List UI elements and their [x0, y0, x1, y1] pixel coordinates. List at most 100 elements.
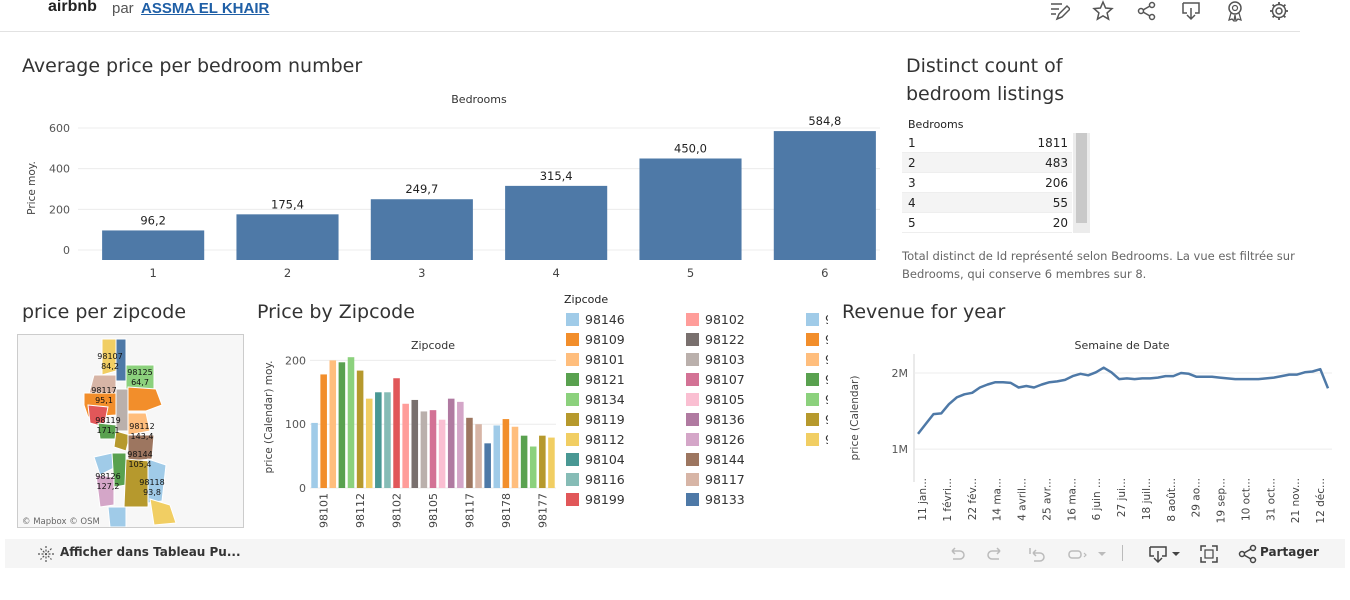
table-row[interactable]: 5 20 [902, 213, 1072, 233]
view-in-tableau-link[interactable]: Afficher dans Tableau Pu... [60, 545, 241, 559]
share-button[interactable]: Partager [1260, 545, 1319, 559]
legend-swatch [806, 413, 819, 426]
bar [511, 426, 519, 488]
download-icon[interactable] [1180, 0, 1202, 22]
legend-label: 9 [825, 432, 828, 447]
bar [466, 417, 473, 488]
x-tick-label: 98112 [354, 493, 367, 528]
share-icon[interactable] [1136, 0, 1158, 22]
y-tick-label: 200 [49, 203, 70, 216]
table-row[interactable]: 1 1811 [902, 133, 1072, 153]
chevron-down-icon[interactable] [1091, 543, 1113, 565]
legend-swatch [566, 333, 579, 346]
bar [457, 401, 464, 488]
y-tick-label: 2M [892, 367, 909, 380]
revenue-chart-title: Revenue for year [842, 301, 1006, 323]
legend-item[interactable]: 9 [804, 372, 828, 392]
map-zip-label: 98126 [95, 472, 120, 481]
row-value: 483 [1045, 156, 1068, 170]
map-zip-label: 98107 [97, 352, 122, 361]
chart-title: Bedrooms [451, 93, 507, 106]
legend-item[interactable]: 9 [804, 412, 828, 432]
footer-separator [1122, 545, 1123, 561]
legend-label: 98104 [585, 452, 625, 467]
legend-swatch [686, 413, 699, 426]
revenue-line-chart[interactable]: Semaine de Date price (Calendar) 1M 2M 11 ja… [840, 332, 1340, 542]
author-link[interactable]: ASSMA EL KHAIR [141, 0, 270, 17]
x-tick-label: 22 fév... [967, 478, 979, 520]
map-zip-label: 98144 [127, 450, 152, 459]
legend-swatch [686, 473, 699, 486]
count-title-line1: Distinct count of [906, 55, 1063, 77]
share-icon[interactable] [1237, 543, 1259, 565]
chart-title: Zipcode [411, 339, 455, 352]
bar [475, 424, 482, 488]
chevron-down-icon[interactable] [1165, 543, 1187, 565]
count-table-header: Bedrooms [908, 118, 964, 131]
star-icon[interactable] [1092, 0, 1114, 22]
count-table[interactable]: 1 1811 2 483 3 206 4 55 5 20 [902, 133, 1072, 233]
legend-swatch [806, 433, 819, 446]
row-key: 2 [908, 156, 916, 170]
legend-item[interactable]: 9 [804, 392, 828, 412]
legend-swatch [566, 373, 579, 386]
map-region [123, 458, 151, 508]
fullscreen-icon[interactable] [1198, 543, 1220, 565]
zipcode-map[interactable]: 98107 84,2 98125 64,7 98117 95,1 98119 171,1 981… [17, 334, 244, 528]
legend-item[interactable]: 9 [804, 432, 828, 452]
revert-icon[interactable] [1025, 543, 1047, 565]
y-tick-label: 600 [49, 122, 70, 135]
bar [329, 360, 337, 488]
table-row[interactable]: 2 483 [902, 153, 1072, 173]
download-icon[interactable] [1147, 543, 1169, 565]
bar [375, 392, 382, 488]
row-key: 4 [908, 196, 916, 210]
bar [773, 131, 876, 260]
legend-label: 98103 [705, 352, 745, 367]
zipcode-price-chart[interactable]: Zipcode price (Calendar) moy. 0 100 200 98101… [258, 332, 558, 532]
pause-updates-icon[interactable] [1065, 543, 1087, 565]
legend-label: 98109 [585, 332, 625, 347]
legend-swatch [566, 433, 579, 446]
bedroom-chart-title: Average price per bedroom number [22, 55, 363, 77]
map-zip-label: 98112 [129, 422, 154, 431]
x-tick-label: 4 avril... [1017, 478, 1029, 521]
legend-swatch [686, 453, 699, 466]
bedroom-price-chart[interactable]: Bedrooms Price moy. 0 200 400 600 96,2 1 175,4 2 2… [20, 88, 890, 288]
bar [502, 419, 510, 488]
legend-item[interactable]: 9 [804, 352, 828, 372]
undo-icon[interactable] [945, 543, 967, 565]
legend-swatch [686, 393, 699, 406]
x-tick-label: 98178 [500, 493, 513, 528]
legend-swatch [566, 413, 579, 426]
map-region [127, 412, 151, 436]
bar [370, 199, 473, 260]
legend-label: 98119 [585, 412, 625, 427]
legend-swatch [686, 493, 699, 506]
legend-label: 9 [825, 352, 828, 367]
badge-icon[interactable] [1224, 0, 1246, 23]
data-label: 175,4 [271, 197, 304, 211]
map-region [107, 506, 127, 527]
legend-label: 98144 [705, 452, 745, 467]
map-attribution: © Mapbox © OSM [22, 517, 100, 527]
legend-swatch [566, 393, 579, 406]
legend-item[interactable]: 9 [804, 332, 828, 352]
table-scrollbar[interactable] [1073, 133, 1090, 233]
gear-icon[interactable] [1268, 0, 1290, 22]
map-region [95, 474, 115, 508]
tableau-logo-icon[interactable] [35, 543, 57, 565]
legend-label: 9 [825, 332, 828, 347]
data-label: 584,8 [808, 114, 841, 128]
edit-icon[interactable] [1048, 0, 1072, 22]
table-row[interactable]: 3 206 [902, 173, 1072, 193]
x-tick-label: 27 jui... [1116, 478, 1128, 517]
legend-item[interactable]: 9 [804, 312, 828, 332]
scroll-thumb[interactable] [1076, 133, 1087, 223]
redo-icon[interactable] [985, 543, 1007, 565]
legend-label: 98122 [705, 332, 745, 347]
legend-swatch [566, 473, 579, 486]
legend-swatch [806, 393, 819, 406]
table-row[interactable]: 4 55 [902, 193, 1072, 213]
legend-swatch [806, 333, 819, 346]
